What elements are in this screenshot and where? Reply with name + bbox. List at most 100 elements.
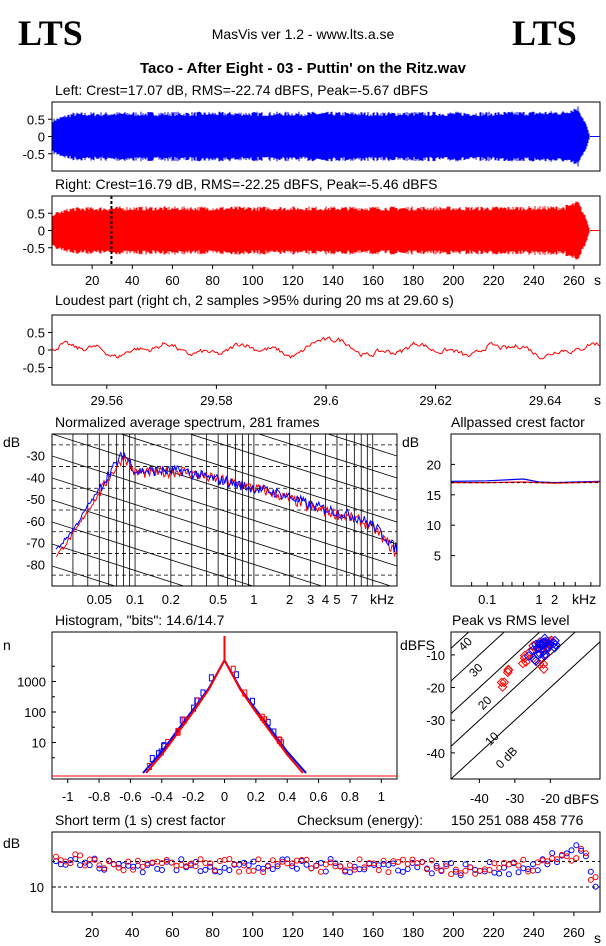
stcf-point-left — [322, 868, 329, 875]
stcf-point-left — [520, 865, 527, 872]
stcf-point-right — [346, 862, 353, 869]
loudest-part-xtick-label: 29.64 — [529, 393, 562, 408]
spectrum-xtick-label: 0.2 — [162, 592, 180, 607]
loudest-part-frame — [51, 314, 601, 386]
stcf-point-left — [582, 853, 589, 860]
stcf-point-right — [554, 856, 560, 863]
stcf-point-right — [486, 867, 493, 873]
spectrum-slope-line — [52, 565, 117, 586]
left-waveform-ytick-label: -0.5 — [23, 147, 45, 162]
spectrum-xtick-label: 0.1 — [126, 592, 144, 607]
stcf-point-left — [568, 847, 575, 854]
stcf-point-right — [380, 857, 387, 864]
spectrum-xtick-label: 7 — [351, 592, 358, 607]
crest-ylabel: dB — [402, 434, 419, 450]
spectrum-slope-line — [257, 434, 397, 479]
stcf-point-right — [505, 861, 512, 868]
stcf-point-right — [385, 869, 392, 876]
loudest-part-xtick-label: 29.56 — [91, 393, 124, 408]
right-waveform-xunit: s — [594, 272, 601, 288]
stcf-point-right — [187, 860, 194, 867]
stcf-point-right — [207, 860, 214, 867]
spectrum-ytick-label: -60 — [26, 514, 45, 529]
stcf-point-left — [202, 866, 209, 873]
spectrum-slope-line — [52, 543, 186, 586]
spectrum-series-left — [55, 451, 397, 553]
spectrum-ytick-label: -30 — [26, 449, 45, 464]
pvr-diagonal-label: 40 — [456, 634, 476, 654]
pvr-point-right — [517, 658, 528, 669]
stcf-point-left — [255, 864, 262, 871]
pvr-xtick-label: -30 — [505, 791, 524, 806]
stcf-point-left — [578, 847, 585, 854]
stcf-point-left — [554, 859, 560, 866]
stcf-point-left — [395, 867, 402, 874]
stcf-point-right — [308, 865, 315, 872]
left-waveform-title: Left: Crest=17.07 dB, RMS=-22.74 dBFS, P… — [55, 82, 428, 98]
app-title: MasVis ver 1.2 - www.lts.a.se — [212, 26, 395, 42]
loudest-part-ytick-label: 0.5 — [27, 326, 45, 341]
spectrum-slope-line — [119, 434, 397, 523]
stcf-point-right — [361, 864, 368, 871]
stcf-point-right — [332, 863, 339, 870]
stcf-point-right — [573, 855, 580, 862]
stcf-point-right — [289, 860, 296, 867]
pvr-point-left — [529, 654, 540, 665]
stcf-point-right — [134, 857, 141, 864]
stcf-point-left — [573, 842, 580, 849]
stcf-xunit: s — [594, 930, 601, 946]
spectrum-xtick-label: 5 — [333, 592, 340, 607]
stcf-point-left — [154, 865, 161, 872]
histogram-ylabel: n — [3, 637, 11, 653]
pvr-ytick-label: -40 — [426, 746, 445, 761]
stcf-point-right — [202, 860, 209, 866]
stcf-xtick-label: 60 — [165, 925, 179, 940]
stcf-point-right — [221, 856, 228, 863]
stcf-point-left — [433, 862, 440, 869]
histogram-bin-marker — [230, 665, 236, 673]
stcf-point-right — [96, 862, 103, 869]
stcf-frame — [51, 831, 601, 913]
left-waveform-ytick-label: 0 — [38, 130, 45, 145]
spectrum-ytick-label: -80 — [26, 557, 45, 572]
spectrum-slope-line — [52, 499, 324, 586]
histogram-bin-marker — [259, 713, 265, 721]
histogram-xtick-label: 0.2 — [247, 789, 265, 804]
stcf-point-right — [395, 859, 402, 865]
stcf-point-left — [501, 864, 507, 871]
stcf-point-right — [443, 863, 450, 870]
stcf-point-right — [197, 856, 204, 863]
pvr-point-left — [539, 650, 549, 661]
loudest-part-xtick-label: 29.6 — [313, 393, 338, 408]
stcf-point-left — [293, 865, 300, 872]
spectrum-slope-line — [52, 455, 397, 567]
spectrum-slope-line — [188, 434, 397, 501]
stcf-point-right — [563, 853, 570, 860]
spectrum-xtick-label: 1 — [250, 592, 257, 607]
spectrum-ytick-label: -50 — [26, 492, 45, 507]
stcf-point-right — [578, 845, 585, 852]
stcf-point-left — [221, 864, 228, 871]
stcf-point-left — [414, 864, 421, 871]
spectrum-xtick-label: 0.05 — [87, 592, 112, 607]
crest-ytick-label: 15 — [427, 488, 441, 503]
stcf-point-right — [318, 868, 324, 875]
stcf-point-right — [322, 861, 329, 868]
right-waveform-title: Right: Crest=16.79 dB, RMS=-22.25 dBFS, … — [55, 176, 437, 192]
crest-ytick-label: 5 — [434, 549, 441, 564]
stcf-point-right — [260, 869, 267, 876]
spectrum-xtick-label: 0.5 — [209, 592, 227, 607]
stcf-point-left — [81, 859, 88, 866]
stcf-point-right — [375, 867, 382, 874]
stcf-point-right — [452, 866, 459, 873]
crest-xtick-label: 0.1 — [478, 592, 496, 607]
stcf-xtick-label: 20 — [85, 925, 99, 940]
stcf-point-right — [351, 866, 358, 873]
crest-xtick-label: 2 — [551, 592, 558, 607]
stcf-point-right — [236, 868, 243, 875]
stcf-point-left — [318, 859, 324, 866]
spectrum-ylabel: dB — [3, 434, 20, 450]
spectrum-slope-line — [52, 654, 397, 764]
stcf-point-right — [255, 856, 262, 863]
crest-ytick-label: 20 — [427, 457, 441, 472]
